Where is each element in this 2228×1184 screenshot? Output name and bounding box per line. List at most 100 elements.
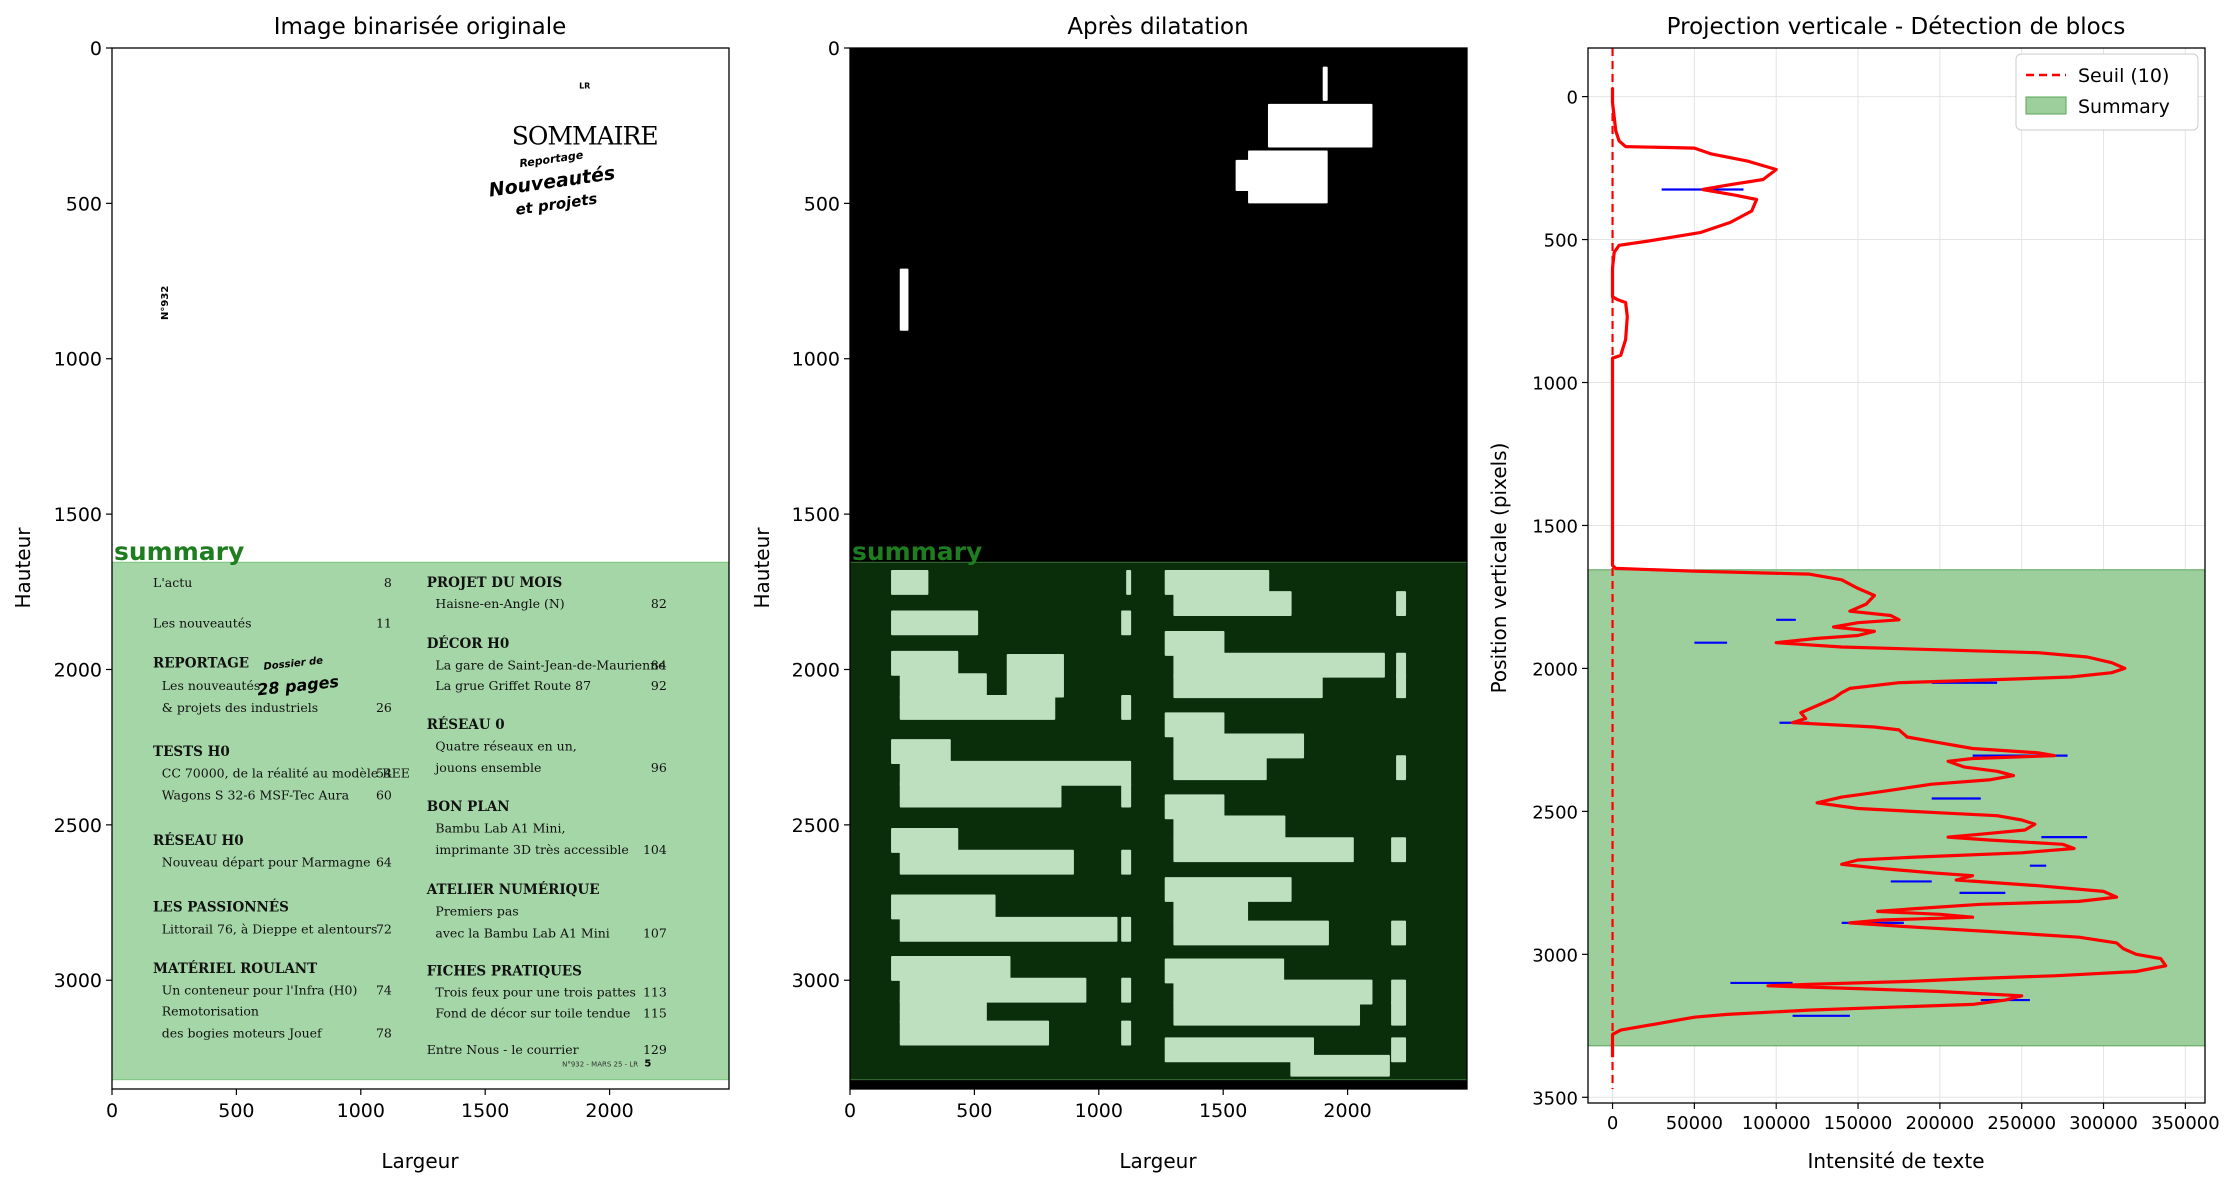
toc-entry-left: Remotorisation (162, 1004, 259, 1019)
footer-text: N°932 - MARS 25 - LR (562, 1061, 638, 1069)
dilated-text-block (1164, 794, 1225, 820)
dilated-text-block (1164, 712, 1225, 738)
dilated-text-block (899, 782, 1062, 808)
panel-original: Image binarisée originale LRSOMMAIRERepo… (11, 14, 730, 1173)
toc-page-left: 11 (376, 615, 392, 630)
toc-page-right: 113 (643, 984, 667, 999)
dilated-block (899, 268, 909, 331)
dilated-page-block (1391, 979, 1407, 1005)
axes-ticks: 0 500 1000 1500 2000 0 500 1000 1500 2000 2500 3000 (792, 38, 1372, 1122)
y-tick-label: 0 (90, 38, 102, 60)
toc-entry-right: Trois feux pour une trois pattes (435, 984, 636, 999)
y-tick-label: 1000 (792, 349, 840, 371)
toc-page-left: 26 (376, 700, 392, 715)
dilated-text-block (899, 849, 1074, 875)
dilated-text-block (1173, 733, 1305, 759)
y-tick-label: 1500 (792, 504, 840, 526)
dilated-text-block (891, 894, 996, 920)
toc-entry-right: La grue Griffet Route 87 (435, 678, 591, 693)
x-tick-label: 50000 (1666, 1113, 1723, 1134)
y-axis-label: Hauteur (11, 527, 35, 609)
dilated-text-block (1173, 652, 1385, 678)
projection-content (1588, 48, 2205, 1089)
toc-entry-right: imprimante 3D très accessible (435, 842, 628, 857)
dilated-page-block (1121, 1020, 1132, 1046)
dilated-page-block (1126, 570, 1132, 595)
y-tick-label: 2000 (792, 659, 840, 681)
y-tick-label: 2000 (54, 659, 102, 681)
dilated-page-block (1121, 760, 1132, 786)
y-tick-label: 500 (66, 193, 102, 215)
toc-page-right: 84 (651, 658, 667, 673)
x-tick-label: 500 (218, 1100, 254, 1122)
y-tick-label: 2500 (54, 815, 102, 837)
dilated-page-block (1391, 920, 1407, 946)
axes-frame (111, 47, 730, 1090)
y-tick-label: 2500 (792, 815, 840, 837)
dilated-page-block (1121, 694, 1132, 720)
panel-title: Projection verticale - Détection de bloc… (1667, 14, 2126, 40)
dilated-page-block (1396, 673, 1407, 699)
dilated-text-block (1173, 673, 1323, 699)
dilated-text-block (891, 570, 929, 595)
dilated-text-block (1173, 898, 1249, 924)
toc-entry-right: PROJET DU MOIS (427, 575, 563, 591)
dilated-text-block (1173, 920, 1329, 946)
dilated-page-block (1121, 916, 1132, 942)
dilated-page-block (1391, 1037, 1407, 1063)
toc-entry-right: La gare de Saint-Jean-de-Maurienne (435, 658, 665, 673)
toc-page-right: 92 (651, 678, 667, 693)
dilated-content (850, 66, 1467, 1081)
x-tick-label: 0 (844, 1100, 856, 1122)
dilated-block (1267, 103, 1373, 148)
toc-entry-left: Un conteneur pour l'Infra (H0) (162, 983, 358, 998)
panel-title: Image binarisée originale (274, 14, 567, 40)
dilated-text-block (899, 760, 1124, 786)
x-tick-label: 1500 (461, 1100, 509, 1122)
x-tick-label: 250000 (1987, 1113, 2056, 1134)
axes-ticks: 0 50000 100000 150000 200000 250000 300000 3500… (1532, 88, 2220, 1134)
dilated-page-block (1121, 977, 1132, 1003)
x-tick-label: 350000 (2151, 1113, 2220, 1134)
dilated-page-block (1121, 610, 1132, 636)
dilated-text-block (899, 916, 1118, 942)
dilated-text-block (1164, 958, 1285, 984)
toc-entry-right: jouons ensemble (433, 760, 541, 775)
dilated-page-block (1396, 755, 1407, 781)
dilated-stamp-block (1006, 653, 1064, 698)
x-tick-label: 100000 (1742, 1113, 1811, 1134)
y-tick-label: 1000 (1532, 374, 1578, 395)
toc-entry-left: L'actu (153, 575, 192, 590)
toc-entry-left: Nouveau départ pour Marmagne (162, 855, 371, 870)
x-tick-label: 1000 (337, 1100, 385, 1122)
dilated-block (1322, 66, 1328, 101)
y-tick-label: 0 (1567, 88, 1578, 109)
toc-page-left: 8 (384, 575, 392, 590)
y-tick-label: 3500 (1532, 1088, 1578, 1109)
dilated-page-block (1121, 782, 1132, 808)
dilated-text-block (1173, 591, 1292, 617)
dilated-text-block (899, 998, 987, 1024)
toc-page-left: 54 (376, 766, 392, 781)
x-axis-label: Largeur (1119, 1149, 1197, 1173)
x-tick-label: 2000 (1323, 1100, 1371, 1122)
y-tick-label: 2500 (1532, 802, 1578, 823)
toc-entry-right: Entre Nous - le courrier (427, 1042, 579, 1057)
x-axis-label: Intensité de texte (1807, 1149, 1984, 1173)
dilated-page-block (1396, 591, 1407, 617)
dilated-text-block (891, 956, 1011, 981)
y-tick-label: 2000 (1532, 659, 1578, 680)
toc-entry-left: Littorail 76, à Dieppe et alentours (162, 922, 378, 937)
toc-page-left: 72 (376, 922, 392, 937)
axes-frame (849, 47, 1468, 1090)
toc-page-left: 60 (376, 787, 392, 802)
toc-page-right: 96 (651, 760, 667, 775)
dilated-text-block (1173, 1000, 1361, 1026)
legend-summary-swatch (2025, 96, 2067, 115)
panel-title: Après dilatation (1067, 14, 1248, 40)
x-axis-label: Largeur (381, 1149, 459, 1173)
toc-entry-left: Wagons S 32-6 MSF-Tec Aura (162, 787, 350, 802)
